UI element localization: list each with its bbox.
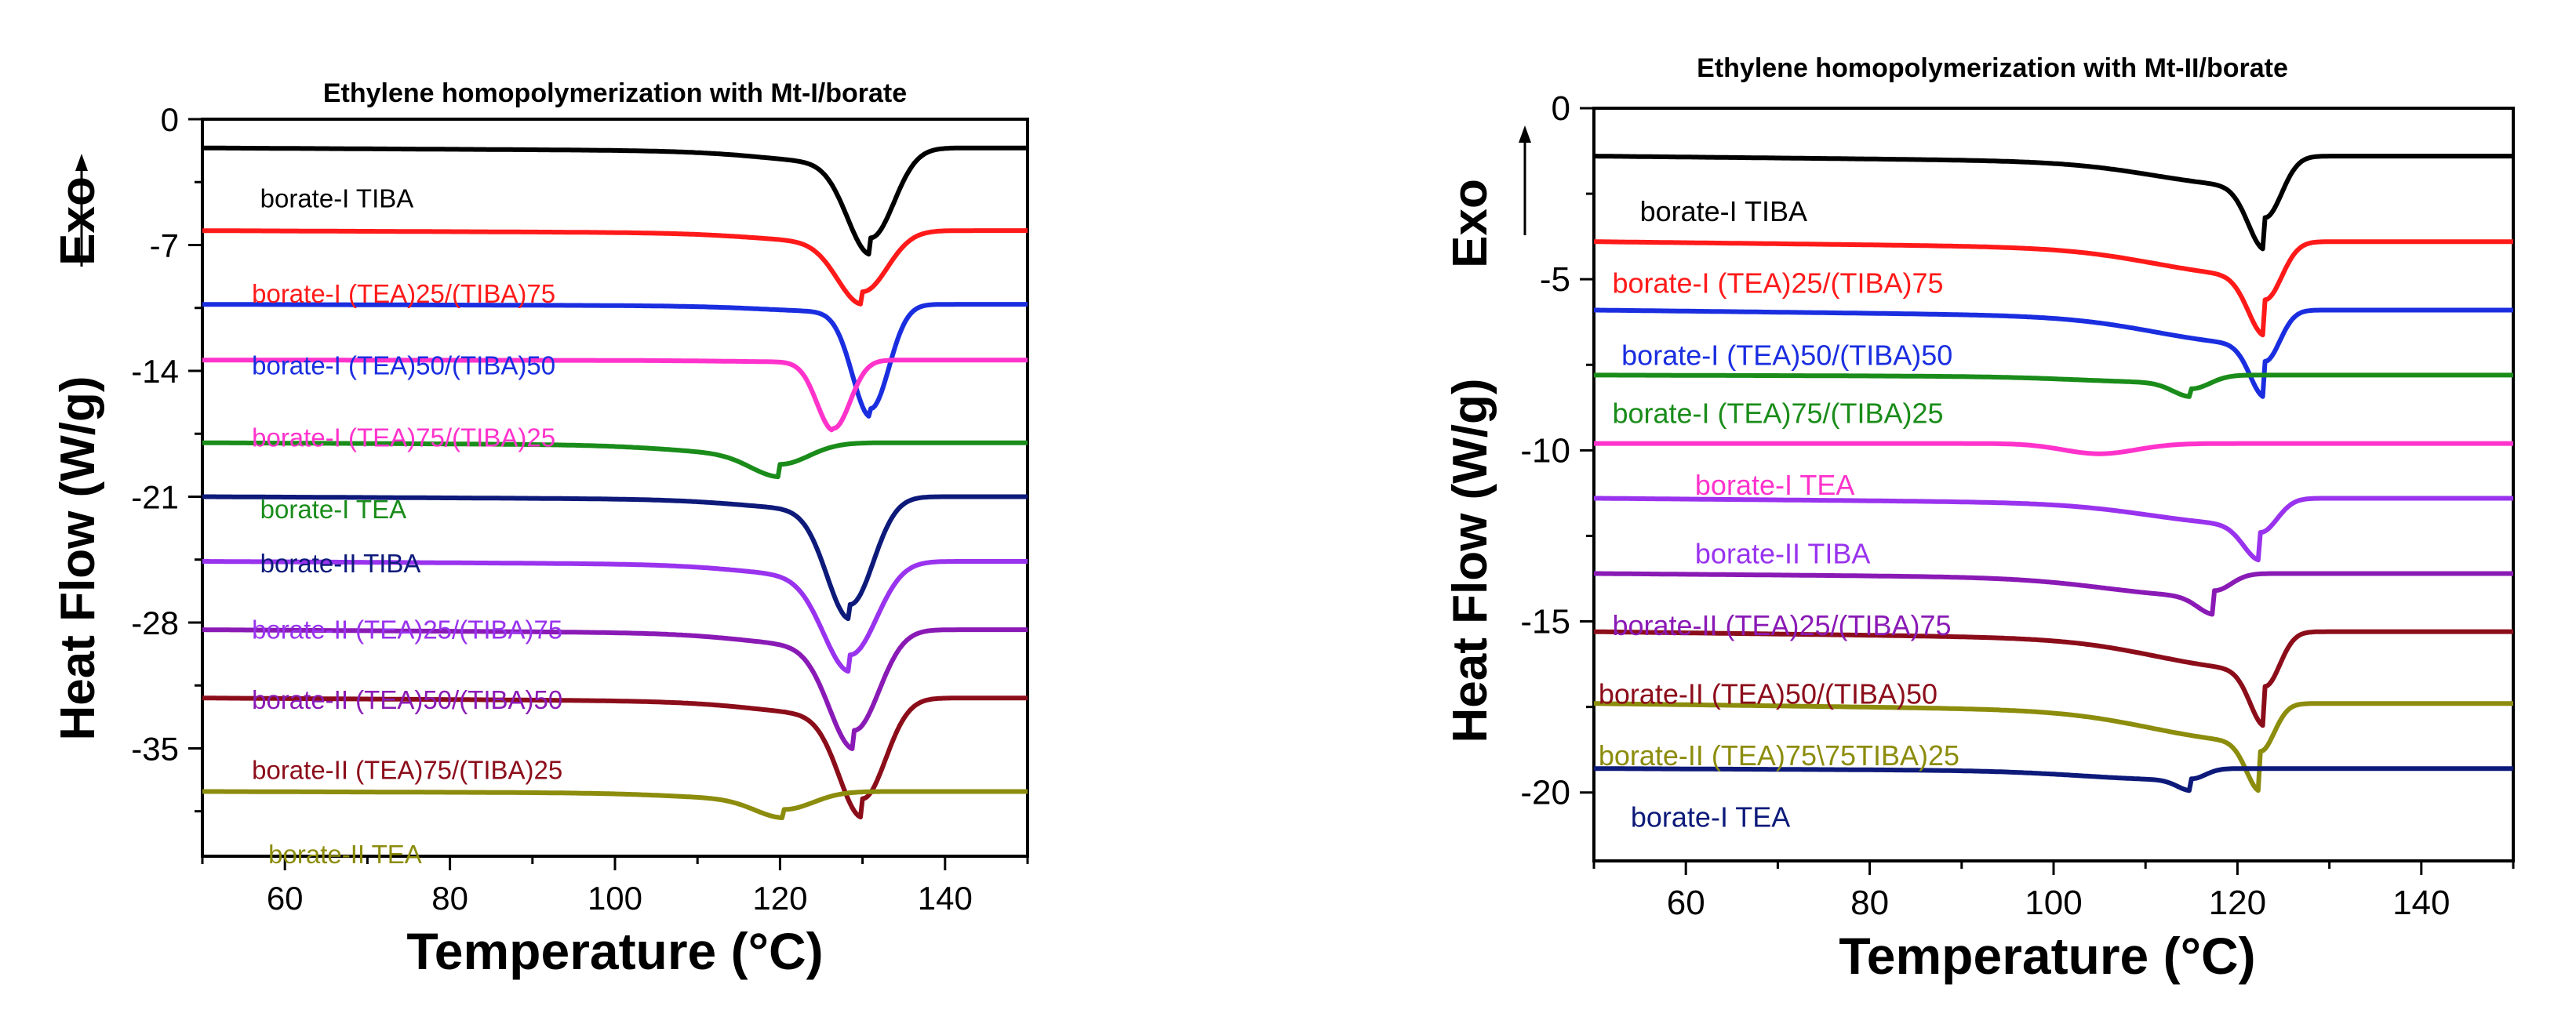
y-tick-label: -10	[1520, 431, 1570, 470]
y-tick-labels: 0 -5 -10 -15 -20	[1520, 89, 1570, 812]
y-tick-label: 0	[1552, 89, 1570, 128]
series-labels: borate-I TIBA borate-I (TEA)25/(TIBA)75 bo…	[1599, 195, 1959, 833]
series-label: borate-I (TEA)75/(TIBA)25	[252, 423, 555, 452]
series-line	[1593, 307, 2514, 399]
series-line	[202, 494, 1028, 622]
series-line	[1593, 154, 2514, 252]
series-line	[1593, 441, 2514, 456]
series-label: borate-I TEA	[1695, 469, 1854, 501]
series-line	[202, 440, 1028, 480]
x-tick-label: 80	[1850, 884, 1889, 922]
series-line	[202, 145, 1028, 257]
series-label: borate-I (TEA)50/(TIBA)50	[252, 351, 555, 380]
series-line	[1593, 629, 2514, 728]
series-line	[202, 559, 1028, 674]
exo-label: Exo	[51, 176, 105, 266]
series-label: borate-II (TEA)25/(TIBA)75	[252, 615, 562, 645]
x-tick-label: 120	[2209, 884, 2266, 922]
series-label: borate-I TIBA	[260, 183, 414, 212]
x-tick-labels: 60 80 100 120 140	[1667, 884, 2450, 922]
x-tick-label: 140	[918, 880, 973, 917]
y-tick-label: -20	[1520, 774, 1570, 812]
x-tick-label: 60	[1667, 884, 1705, 922]
y-tick-label: 0	[161, 101, 179, 138]
chart-title: Ethylene homopolymerization with Mt-I/bo…	[323, 78, 907, 108]
axis-ticks	[188, 118, 1029, 870]
y-axis-title: Heat Flow (W/g)	[1443, 379, 1497, 743]
series-line	[202, 789, 1028, 820]
y-tick-labels: 0 -7 -14 -21 -28 -35	[131, 101, 179, 767]
y-tick-label: -15	[1520, 603, 1570, 641]
x-axis-title: Temperature (°C)	[1839, 927, 2255, 985]
series-label: borate-I (TEA)25/(TIBA)75	[1612, 267, 1943, 300]
series-group	[1593, 154, 2514, 793]
y-tick-label: -21	[131, 478, 179, 515]
x-tick-labels: 60 80 100 120 140	[267, 880, 973, 917]
series-label: borate-I (TEA)50/(TIBA)50	[1621, 339, 1952, 371]
y-axis-title: Heat Flow (W/g)	[51, 376, 105, 741]
series-group	[202, 145, 1028, 820]
y-tick-label: -35	[131, 730, 179, 767]
series-label: borate-II TEA	[268, 840, 422, 869]
series-line	[202, 228, 1028, 307]
series-line	[1593, 372, 2514, 399]
series-line	[202, 302, 1028, 419]
series-line	[1593, 496, 2514, 563]
series-line	[1593, 701, 2514, 793]
series-labels: borate-I TIBA borate-I (TEA)25/(TIBA)75 bo…	[252, 183, 562, 869]
series-label: borate-I TIBA	[1640, 195, 1807, 227]
x-tick-label: 100	[588, 880, 642, 917]
series-label: borate-II (TEA)25/(TIBA)75	[1612, 609, 1951, 641]
series-line	[202, 627, 1028, 751]
series-label: borate-II (TEA)75\75TIBA)25	[1599, 739, 1959, 772]
series-label: borate-II TIBA	[1695, 537, 1870, 569]
y-tick-label: -7	[150, 227, 179, 263]
series-label: borate-II TIBA	[260, 549, 421, 578]
series-label: borate-I (TEA)25/(TIBA)75	[252, 279, 555, 308]
exo-label: Exo	[1443, 179, 1497, 268]
y-axis-title-group: Heat Flow (W/g) Exo	[51, 176, 105, 740]
exo-arrow-icon	[75, 154, 88, 267]
series-line	[1593, 239, 2514, 338]
series-label: borate-I TEA	[1631, 801, 1790, 833]
x-tick-label: 120	[752, 880, 807, 917]
series-line	[202, 358, 1028, 433]
series-label: borate-II (TEA)50/(TIBA)50	[1599, 677, 1937, 710]
exo-arrow-icon	[1519, 125, 1531, 235]
y-axis-title-group: Heat Flow (W/g) Exo	[1443, 179, 1497, 743]
chart-right: Ethylene homopolymerization with Mt-II/b…	[1443, 53, 2515, 985]
x-tick-label: 80	[431, 880, 468, 917]
axis-ticks	[1580, 107, 2515, 875]
y-tick-label: -28	[131, 605, 179, 641]
series-label: borate-I TEA	[260, 495, 406, 524]
x-tick-label: 60	[267, 880, 304, 917]
x-tick-label: 100	[2025, 884, 2082, 922]
x-tick-label: 140	[2392, 884, 2450, 922]
series-label: borate-II (TEA)50/(TIBA)50	[252, 685, 562, 714]
series-line	[1593, 571, 2514, 617]
chart-title: Ethylene homopolymerization with Mt-II/b…	[1697, 53, 2288, 83]
series-label: borate-I (TEA)75/(TIBA)25	[1612, 397, 1943, 429]
chart-left: Ethylene homopolymerization with Mt-I/bo…	[51, 78, 1029, 980]
y-tick-label: -14	[131, 353, 179, 390]
y-tick-label: -5	[1540, 260, 1570, 299]
series-line	[202, 695, 1028, 820]
series-line	[1593, 766, 2514, 793]
x-axis-title: Temperature (°C)	[406, 922, 823, 980]
series-label: borate-II (TEA)75/(TIBA)25	[252, 755, 562, 784]
